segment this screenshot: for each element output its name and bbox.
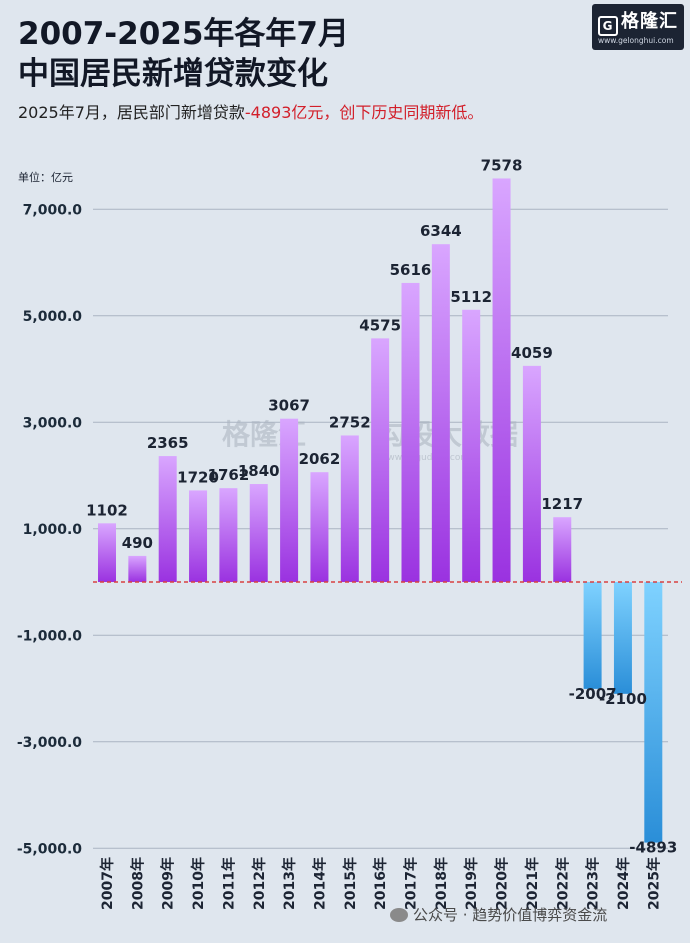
bar-2008年 bbox=[128, 555, 147, 582]
x-tick-label: 2008年 bbox=[129, 857, 146, 910]
value-label: 1840 bbox=[238, 462, 280, 480]
bar-2016年 bbox=[371, 338, 390, 582]
value-label: 5112 bbox=[450, 288, 492, 306]
value-label: 3067 bbox=[268, 397, 310, 415]
x-tick-label: 2010年 bbox=[190, 857, 207, 910]
bar-2019年 bbox=[462, 309, 481, 582]
chart-title: 2007-2025年各年7月 中国居民新增贷款变化 bbox=[18, 14, 349, 94]
y-tick-label: -1,000.0 bbox=[17, 628, 82, 644]
logo-brand: 格隆汇 bbox=[621, 11, 678, 32]
x-tick-label: 2024年 bbox=[615, 857, 632, 910]
bar-2022年 bbox=[553, 517, 572, 582]
subtitle-prefix: 2025年7月，居民部门新增贷款 bbox=[18, 103, 245, 122]
x-tick-label: 2015年 bbox=[342, 857, 359, 910]
x-tick-label: 2019年 bbox=[463, 857, 480, 910]
value-label: 2365 bbox=[147, 434, 189, 452]
footer-note: 公众号 · 趋势价值博弈资金流 bbox=[390, 904, 607, 925]
bar-2025年 bbox=[644, 582, 663, 843]
value-label: 1720 bbox=[177, 468, 219, 486]
bar-2009年 bbox=[158, 456, 177, 582]
bar-2015年 bbox=[340, 435, 359, 582]
x-tick-label: 2020年 bbox=[494, 857, 511, 910]
value-label: -2100 bbox=[599, 690, 647, 708]
bar-2020年 bbox=[492, 178, 511, 582]
x-tick-label: 2016年 bbox=[372, 857, 389, 910]
bar-2023年 bbox=[583, 582, 602, 689]
footer-text: 公众号 · 趋势价值博弈资金流 bbox=[413, 906, 608, 924]
value-label: 2062 bbox=[299, 450, 341, 468]
x-tick-label: 2007年 bbox=[99, 857, 116, 910]
x-tick-label: 2014年 bbox=[311, 857, 328, 910]
wechat-icon bbox=[390, 908, 408, 922]
chart-subtitle: 2025年7月，居民部门新增贷款-4893亿元，创下历史同期新低。 bbox=[18, 99, 483, 123]
bar-2018年 bbox=[431, 244, 450, 582]
value-label: 5616 bbox=[390, 261, 432, 279]
bar-2013年 bbox=[280, 418, 299, 582]
value-label: 490 bbox=[122, 534, 153, 552]
value-label: 1217 bbox=[541, 495, 583, 513]
unit-label: 单位：亿元 bbox=[18, 170, 73, 184]
subtitle-highlight: -4893亿元，创下历史同期新低。 bbox=[244, 103, 484, 122]
x-tick-label: 2022年 bbox=[554, 857, 571, 910]
watermark-url: www.gogudata.com bbox=[380, 453, 469, 463]
value-label: 4575 bbox=[359, 316, 401, 334]
bar-2011年 bbox=[219, 488, 238, 582]
x-tick-label: 2011年 bbox=[220, 857, 237, 910]
value-label: 4059 bbox=[511, 344, 553, 362]
value-label: -2007 bbox=[569, 685, 617, 703]
x-tick-label: 2013年 bbox=[281, 857, 298, 910]
y-tick-label: 7,000.0 bbox=[23, 202, 83, 218]
bar-2017年 bbox=[401, 282, 420, 582]
logo-url: www.gelonghui.com bbox=[598, 36, 674, 45]
y-tick-label: -3,000.0 bbox=[17, 735, 82, 751]
y-tick-label: 5,000.0 bbox=[23, 309, 83, 325]
value-label: 2752 bbox=[329, 413, 371, 431]
x-tick-label: 2012年 bbox=[251, 857, 268, 910]
x-tick-label: 2018年 bbox=[433, 857, 450, 910]
bar-2024年 bbox=[613, 582, 632, 694]
x-tick-label: 2009年 bbox=[160, 857, 177, 910]
value-label: -4893 bbox=[629, 839, 677, 857]
gelonghui-logo: G 格隆汇 www.gelonghui.com bbox=[592, 4, 684, 50]
y-tick-label: -5,000.0 bbox=[17, 841, 82, 857]
x-tick-label: 2023年 bbox=[585, 857, 602, 910]
g-logo-icon: G bbox=[598, 16, 618, 36]
bar-2010年 bbox=[189, 490, 208, 582]
y-tick-label: 1,000.0 bbox=[23, 522, 83, 538]
value-label: 7578 bbox=[481, 156, 523, 174]
value-label: 1762 bbox=[208, 466, 250, 484]
title-line-2: 中国居民新增贷款变化 bbox=[18, 56, 328, 92]
title-line-1: 2007-2025年各年7月 bbox=[18, 16, 349, 52]
x-tick-label: 2017年 bbox=[403, 857, 420, 910]
value-label: 1102 bbox=[86, 501, 128, 519]
bar-2014年 bbox=[310, 472, 329, 582]
x-tick-label: 2021年 bbox=[524, 857, 541, 910]
y-tick-label: 3,000.0 bbox=[23, 415, 83, 431]
value-label: 6344 bbox=[420, 222, 462, 240]
x-tick-label: 2025年 bbox=[645, 857, 662, 910]
bar-2012年 bbox=[249, 484, 268, 582]
bar-2021年 bbox=[522, 365, 541, 582]
bar-2007年 bbox=[98, 523, 116, 582]
